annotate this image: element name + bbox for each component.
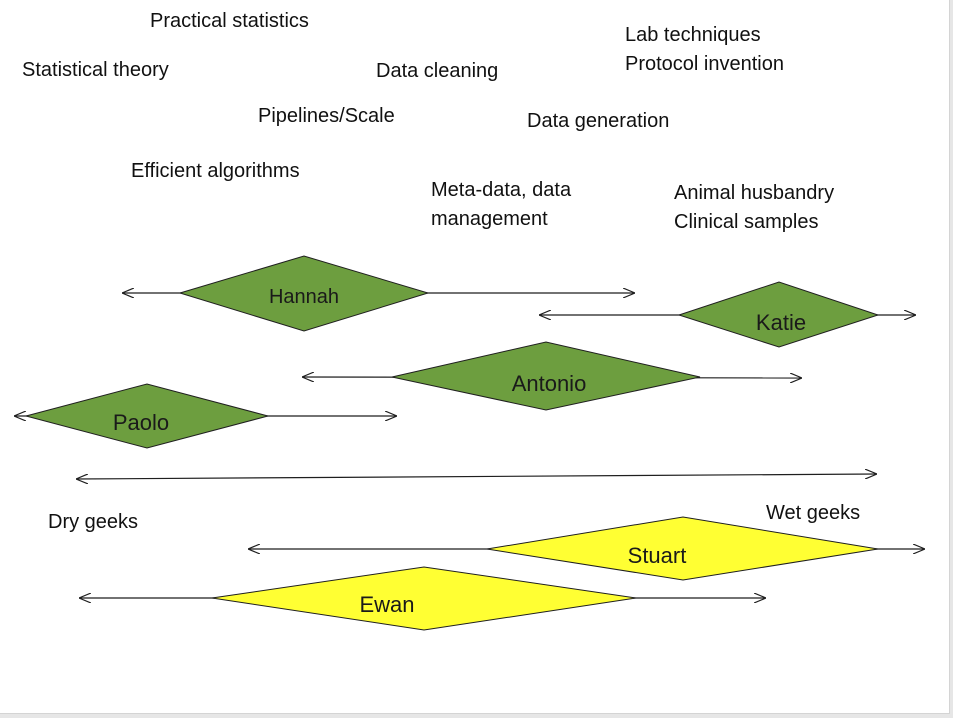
person-antonio: Antonio bbox=[302, 341, 802, 411]
person-ewan: Ewan bbox=[79, 566, 766, 631]
person-paolo: Paolo bbox=[14, 383, 397, 449]
ewan-diamond-icon bbox=[211, 566, 637, 631]
katie-diamond-icon bbox=[677, 281, 880, 348]
paolo-diamond-icon bbox=[24, 383, 270, 449]
label-metadata-management: Meta-data, data management bbox=[431, 179, 572, 230]
paolo-label: Paolo bbox=[113, 410, 169, 435]
person-katie: Katie bbox=[539, 281, 916, 348]
antonio-label: Antonio bbox=[512, 371, 587, 396]
person-hannah: Hannah bbox=[122, 255, 635, 332]
label-data-cleaning: Data cleaning bbox=[376, 60, 499, 82]
label-pipelines-scale: Pipelines/Scale bbox=[258, 105, 395, 127]
hannah-label: Hannah bbox=[269, 286, 339, 308]
stuart-diamond-icon bbox=[486, 516, 879, 581]
label-dry-geeks: Dry geeks bbox=[48, 511, 139, 533]
hannah-diamond-icon bbox=[178, 255, 430, 332]
antonio-diamond-icon bbox=[391, 341, 701, 411]
label-animal-husbandry: Animal husbandry Clinical samples bbox=[674, 182, 835, 233]
person-stuart: Stuart bbox=[248, 516, 925, 581]
ewan-label: Ewan bbox=[359, 592, 414, 617]
label-statistical-theory: Statistical theory bbox=[22, 59, 169, 81]
stuart-label: Stuart bbox=[628, 543, 687, 568]
label-lab-techniques: Lab techniques Protocol invention bbox=[625, 24, 784, 75]
label-data-generation: Data generation bbox=[527, 110, 670, 132]
label-wet-geeks: Wet geeks bbox=[766, 502, 861, 524]
dry-wet-axis-arrow bbox=[76, 474, 877, 479]
katie-label: Katie bbox=[756, 310, 806, 335]
label-efficient-algorithms: Efficient algorithms bbox=[131, 160, 300, 182]
label-practical-statistics: Practical statistics bbox=[150, 10, 309, 32]
